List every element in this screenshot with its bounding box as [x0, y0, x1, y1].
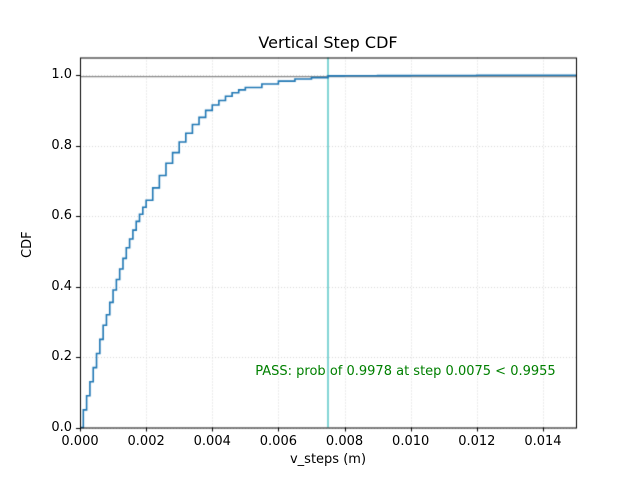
- y-tick-label: 0.4: [51, 278, 72, 294]
- y-tick-label: 1.0: [51, 67, 72, 83]
- y-tick-label: 0.0: [51, 419, 72, 435]
- y-tick-label: 0.2: [51, 349, 72, 365]
- chart-title: Vertical Step CDF: [258, 33, 398, 52]
- pass-annotation: PASS: prob of 0.9978 at step 0.0075 < 0.…: [255, 364, 556, 380]
- x-tick-label: 0.004: [193, 433, 231, 449]
- y-tick-label: 0.6: [51, 208, 72, 224]
- x-tick-label: 0.000: [61, 433, 99, 449]
- x-tick-label: 0.014: [524, 433, 562, 449]
- x-tick-label: 0.006: [259, 433, 297, 449]
- x-tick-label: 0.010: [392, 433, 430, 449]
- y-axis-label: CDF: [20, 231, 35, 258]
- x-axis-label: v_steps (m): [289, 452, 367, 467]
- x-tick-label: 0.002: [127, 433, 165, 449]
- x-tick-label: 0.012: [458, 433, 496, 449]
- y-tick-label: 0.8: [51, 137, 72, 153]
- x-tick-label: 0.008: [325, 433, 364, 449]
